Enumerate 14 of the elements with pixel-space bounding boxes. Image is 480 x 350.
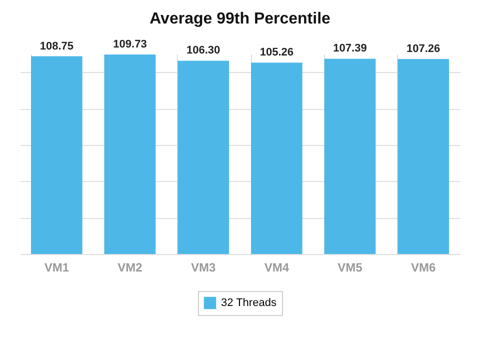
x-tick-label: VM2 [118,260,143,274]
data-label: 107.39 [333,42,367,55]
x-tick-label: VM5 [338,260,363,274]
data-label: 106.30 [186,44,220,57]
data-label: 108.75 [40,40,74,52]
x-tick-label: VM4 [264,260,290,274]
data-label: 107.26 [406,42,440,55]
x-tick-label: VM3 [190,260,216,274]
data-label: 109.73 [113,38,147,50]
chart-title: Average 99th Percentile [150,10,331,28]
x-tick-label: VM6 [410,260,436,274]
legend-label: 32 Threads [221,297,277,309]
data-label: 105.26 [260,46,294,59]
x-tick-label: VM1 [44,260,70,274]
